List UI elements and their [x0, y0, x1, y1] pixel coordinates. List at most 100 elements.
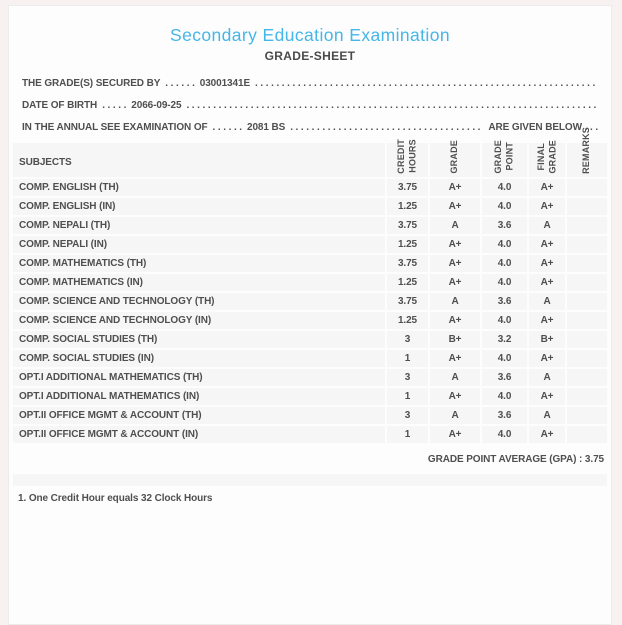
remarks-cell [565, 369, 607, 388]
table-row: COMP. NEPALI (TH) 3.75 A 3.6 A [13, 217, 607, 236]
grade-point-cell: 4.0 [480, 350, 527, 369]
credit-hours-cell: 1 [385, 388, 428, 407]
final-grade-cell: A [527, 293, 565, 312]
page: { "page": { "title": "Secondary Educatio… [8, 5, 612, 625]
grade-cell: A+ [428, 426, 480, 445]
table-header-row: SUBJECTS CREDIT HOURS GRADE GRADE POINT … [13, 127, 607, 179]
credit-hours-cell: 1.25 [385, 312, 428, 331]
final-grade-cell: A+ [527, 350, 565, 369]
final-grade-cell: A+ [527, 198, 565, 217]
table-row: COMP. SOCIAL STUDIES (IN) 1 A+ 4.0 A+ [13, 350, 607, 369]
symbol-number-value: 03001341E [199, 78, 251, 89]
table-row: COMP. ENGLISH (TH) 3.75 A+ 4.0 A+ [13, 179, 607, 198]
grade-point-cell: 4.0 [480, 179, 527, 198]
col-header-subjects: SUBJECTS [13, 143, 385, 179]
grade-cell: A [428, 217, 480, 236]
final-grade-cell: A+ [527, 179, 565, 198]
grade-cell: A+ [428, 179, 480, 198]
remarks-cell [565, 331, 607, 350]
grade-table-body: COMP. ENGLISH (TH) 3.75 A+ 4.0 A+ COMP. … [13, 179, 607, 445]
sheet-subtitle: GRADE-SHEET [264, 49, 356, 63]
remarks-cell [565, 388, 607, 407]
remarks-cell [565, 198, 607, 217]
grade-cell: A+ [428, 312, 480, 331]
dots-fill: . . . . . . . . . . . . . . . . . . . . … [255, 78, 598, 89]
subject-cell: COMP. SOCIAL STUDIES (IN) [13, 350, 385, 369]
remarks-cell [565, 274, 607, 293]
col-header-grade-point: GRADE POINT [480, 140, 527, 179]
grade-cell: B+ [428, 331, 480, 350]
grade-point-cell: 4.0 [480, 236, 527, 255]
remarks-cell [565, 293, 607, 312]
spacer-row [13, 474, 607, 486]
final-grade-cell: A+ [527, 388, 565, 407]
final-grade-cell: A+ [527, 426, 565, 445]
grade-point-cell: 3.6 [480, 217, 527, 236]
final-grade-cell: A+ [527, 236, 565, 255]
rotated-header-text: REMARKS [581, 127, 592, 174]
table-row: COMP. MATHEMATICS (IN) 1.25 A+ 4.0 A+ [13, 274, 607, 293]
credit-hours-cell: 3.75 [385, 255, 428, 274]
grade-point-cell: 4.0 [480, 312, 527, 331]
final-grade-cell: A+ [527, 312, 565, 331]
grade-point-cell: 4.0 [480, 255, 527, 274]
remarks-cell [565, 350, 607, 369]
subject-cell: COMP. ENGLISH (TH) [13, 179, 385, 198]
gpa-row: GRADE POINT AVERAGE (GPA) : 3.75 [13, 445, 607, 474]
grade-table: SUBJECTS CREDIT HOURS GRADE GRADE POINT … [13, 127, 607, 486]
remarks-cell [565, 179, 607, 198]
subject-cell: OPT.II OFFICE MGMT & ACCOUNT (TH) [13, 407, 385, 426]
rotated-header-text: CREDIT HOURS [396, 139, 418, 174]
grade-point-cell: 3.6 [480, 407, 527, 426]
table-row: COMP. NEPALI (IN) 1.25 A+ 4.0 A+ [13, 236, 607, 255]
subject-cell: COMP. NEPALI (TH) [13, 217, 385, 236]
subject-cell: COMP. SCIENCE AND TECHNOLOGY (TH) [13, 293, 385, 312]
table-row: OPT.I ADDITIONAL MATHEMATICS (TH) 3 A 3.… [13, 369, 607, 388]
credit-hours-cell: 1 [385, 350, 428, 369]
final-grade-cell: A [527, 369, 565, 388]
table-row: COMP. SOCIAL STUDIES (TH) 3 B+ 3.2 B+ [13, 331, 607, 350]
info-label: IN THE ANNUAL SEE EXAMINATION OF [22, 122, 208, 133]
credit-hours-cell: 3 [385, 369, 428, 388]
grade-point-cell: 4.0 [480, 426, 527, 445]
table-row: COMP. MATHEMATICS (TH) 3.75 A+ 4.0 A+ [13, 255, 607, 274]
col-header-grade: GRADE [428, 140, 480, 179]
remarks-cell [565, 407, 607, 426]
remarks-cell [565, 217, 607, 236]
dots-leader: . . . . . . [212, 122, 243, 133]
page-title: Secondary Education Examination [170, 25, 450, 45]
subject-cell: COMP. ENGLISH (IN) [13, 198, 385, 217]
gpa-label: GRADE POINT AVERAGE (GPA) : 3.75 [13, 445, 607, 474]
remarks-cell [565, 312, 607, 331]
grade-point-cell: 3.6 [480, 293, 527, 312]
grade-cell: A [428, 293, 480, 312]
rotated-header-text: GRADE POINT [493, 140, 515, 174]
final-grade-cell: A [527, 217, 565, 236]
table-row: OPT.II OFFICE MGMT & ACCOUNT (TH) 3 A 3.… [13, 407, 607, 426]
remarks-cell [565, 236, 607, 255]
credit-hours-cell: 3 [385, 331, 428, 350]
subject-cell: COMP. NEPALI (IN) [13, 236, 385, 255]
subject-cell: COMP. MATHEMATICS (IN) [13, 274, 385, 293]
credit-hours-cell: 1.25 [385, 198, 428, 217]
table-row: COMP. ENGLISH (IN) 1.25 A+ 4.0 A+ [13, 198, 607, 217]
grade-point-cell: 4.0 [480, 274, 527, 293]
grade-cell: A [428, 407, 480, 426]
birth-date-value: 2066-09-25 [131, 100, 182, 111]
table-row: OPT.II OFFICE MGMT & ACCOUNT (IN) 1 A+ 4… [13, 426, 607, 445]
spacer-cell [13, 474, 607, 486]
grade-cell: A+ [428, 236, 480, 255]
credit-hours-cell: 3.75 [385, 179, 428, 198]
credit-hours-cell: 3.75 [385, 293, 428, 312]
col-header-credit-hours: CREDIT HOURS [385, 139, 428, 179]
dots-fill: . . . . . . . . . . . . . . . . . . . . … [186, 100, 598, 111]
info-suffix: ARE GIVEN BELOW . . . [488, 122, 598, 133]
subject-cell: OPT.I ADDITIONAL MATHEMATICS (TH) [13, 369, 385, 388]
credit-hours-cell: 3 [385, 407, 428, 426]
final-grade-cell: A [527, 407, 565, 426]
table-row: COMP. SCIENCE AND TECHNOLOGY (IN) 1.25 A… [13, 312, 607, 331]
table-row: COMP. SCIENCE AND TECHNOLOGY (TH) 3.75 A… [13, 293, 607, 312]
credit-hours-cell: 1 [385, 426, 428, 445]
grade-point-cell: 3.6 [480, 369, 527, 388]
credit-hours-cell: 1.25 [385, 274, 428, 293]
